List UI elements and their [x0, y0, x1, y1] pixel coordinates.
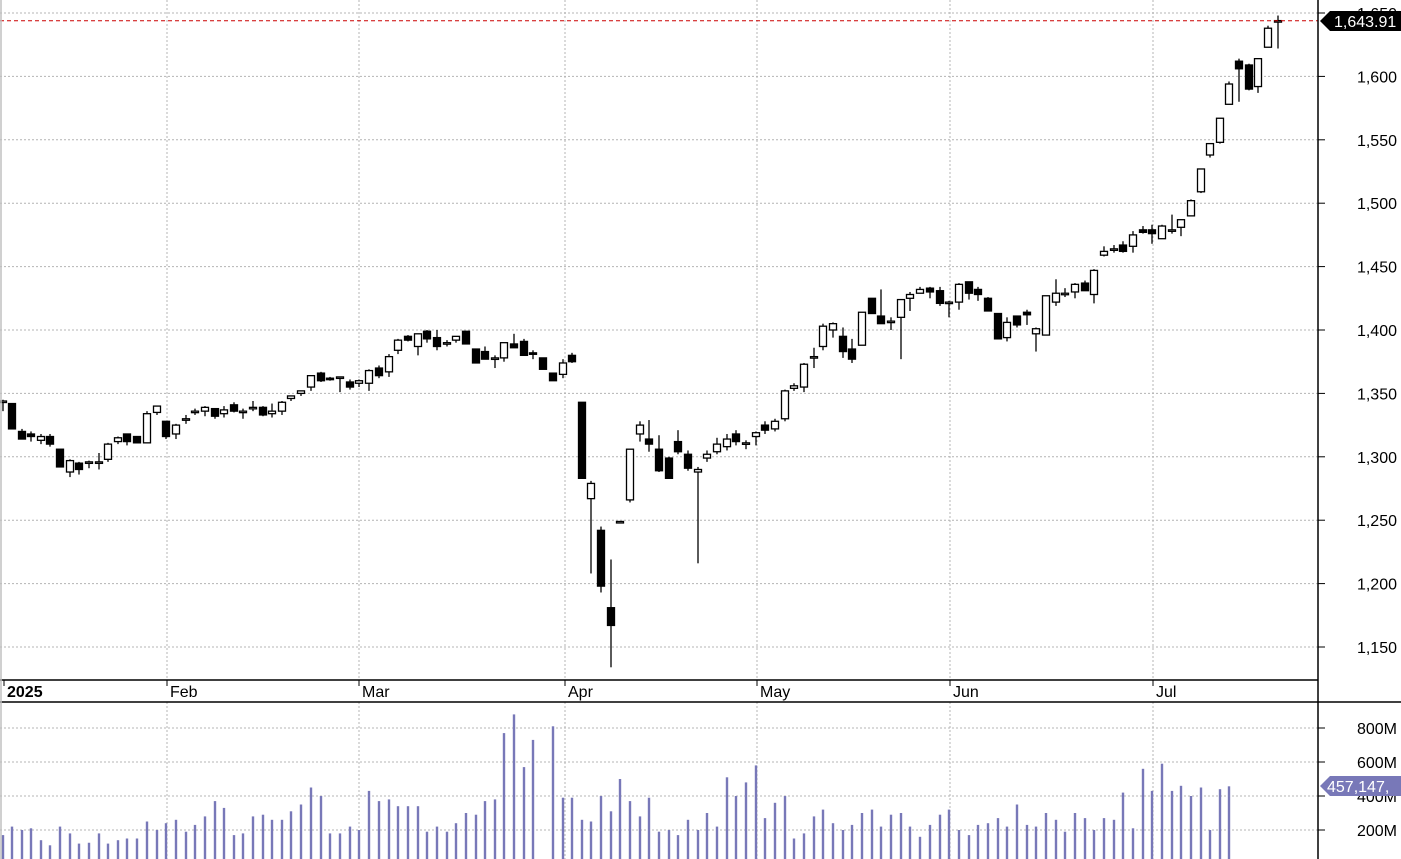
price-tick-label: 1,450 [1357, 260, 1397, 277]
last-price-tag: 1,643.91 [1320, 11, 1401, 31]
price-tick-label: 1,550 [1357, 133, 1397, 150]
volume-tick-label: 800M [1357, 721, 1397, 738]
price-axis-labels: 1,150 1,200 1,250 1,300 1,350 1,400 1,450 1,500… [1318, 6, 1397, 657]
month-label: Apr [568, 684, 594, 701]
candlestick-series [0, 15, 1283, 668]
month-label: Jul [1156, 684, 1176, 701]
price-tick-label: 1,250 [1357, 513, 1397, 530]
price-tick-label: 1,600 [1357, 69, 1397, 86]
month-label: Jun [953, 684, 979, 701]
price-tick-label: 1,150 [1357, 640, 1397, 657]
price-tick-label: 1,200 [1357, 577, 1397, 594]
volume-bars [1, 714, 1231, 859]
price-tick-label: 1,350 [1357, 386, 1397, 403]
last-volume-tag-text: 457,147, [1327, 779, 1389, 796]
last-volume-tag: 457,147, [1320, 776, 1401, 796]
price-tick-label: 1,400 [1357, 323, 1397, 340]
last-price-tag-text: 1,643.91 [1334, 14, 1396, 31]
month-label: 2025 [7, 684, 43, 701]
volume-grid [0, 727, 1318, 831]
month-label: Feb [170, 684, 198, 701]
month-label: May [760, 684, 790, 701]
price-tick-label: 1,500 [1357, 196, 1397, 213]
price-tick-label: 1,300 [1357, 450, 1397, 467]
time-axis-labels: 2025 Feb Mar Apr May Jun Jul [3, 680, 1176, 701]
volume-tick-label: 200M [1357, 823, 1397, 840]
volume-tick-label: 600M [1357, 755, 1397, 772]
price-grid [0, 0, 1318, 859]
month-label: Mar [362, 684, 390, 701]
